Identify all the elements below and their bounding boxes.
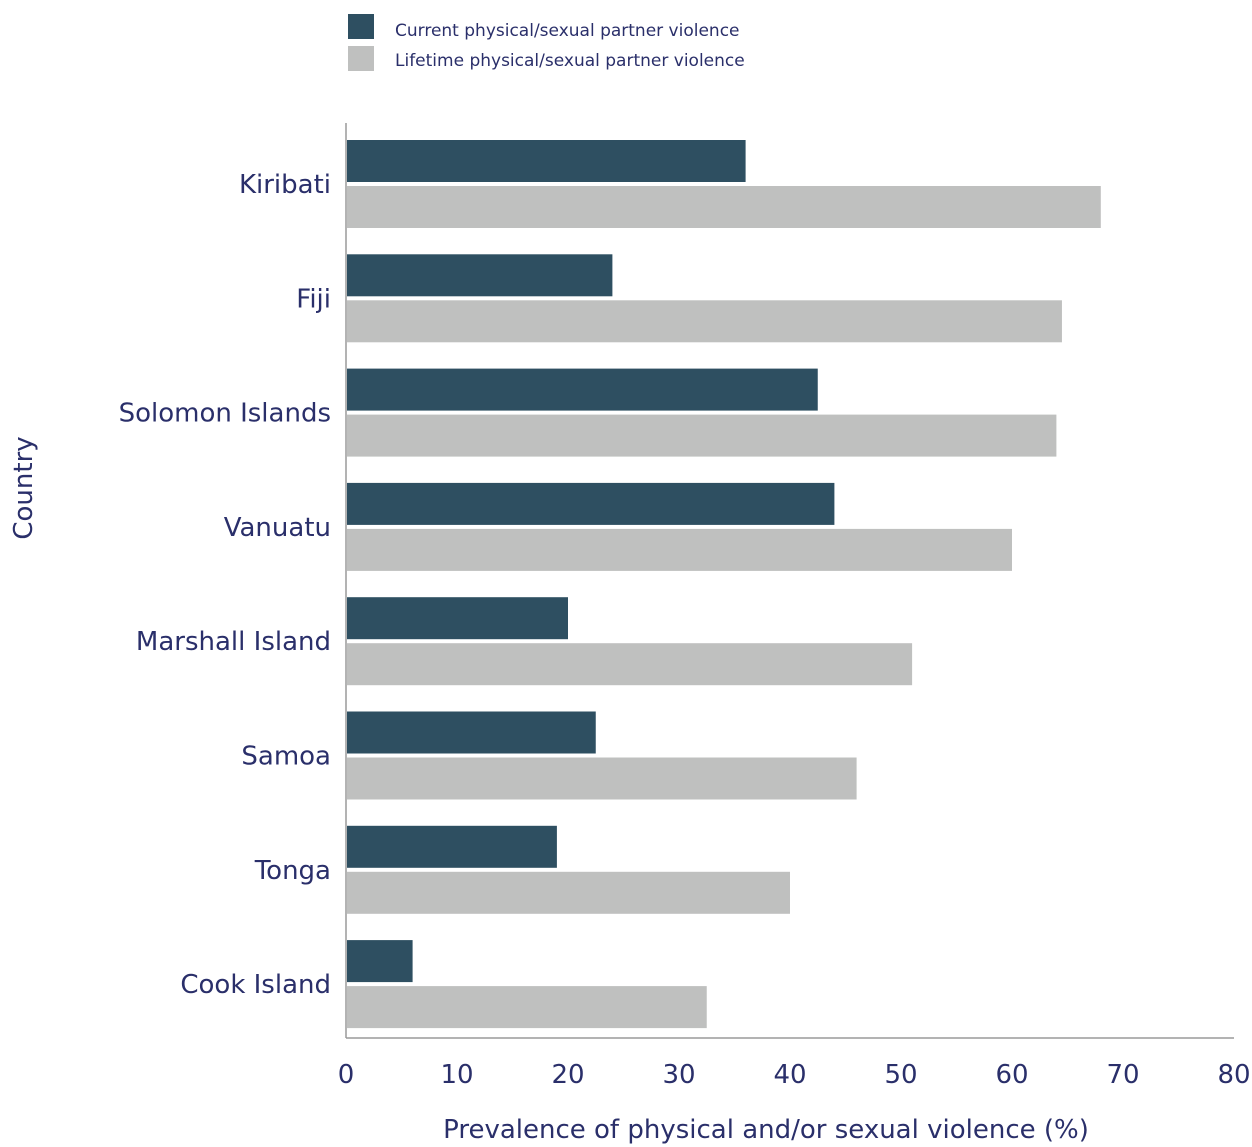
x-axis-title: Prevalence of physical and/or sexual vio… — [443, 1115, 1089, 1145]
bar-current-tonga — [347, 825, 557, 868]
x-tick-label-80: 80 — [1217, 1060, 1250, 1090]
category-label-fiji: Fiji — [296, 284, 331, 314]
category-label-cook-island: Cook Island — [180, 970, 331, 1000]
legend-swatch-current — [348, 14, 374, 39]
y-axis-title: Country — [9, 436, 39, 539]
category-labels: Kiribati Fiji Solomon Islands Vanuatu Marsha… — [119, 170, 331, 1000]
bar-lifetime-vanuatu — [347, 528, 1012, 571]
legend-label-lifetime: Lifetime physical/sexual partner violenc… — [395, 51, 745, 71]
bar-lifetime-samoa — [347, 757, 857, 800]
x-tick-label-0: 0 — [338, 1060, 355, 1090]
legend-swatch-lifetime — [348, 46, 374, 71]
x-tick-label-30: 30 — [662, 1060, 695, 1090]
bar-lifetime-marshall-island — [347, 643, 913, 686]
category-label-kiribati: Kiribati — [239, 170, 331, 200]
bar-current-kiribati — [347, 140, 746, 182]
bar-current-vanuatu — [347, 482, 835, 525]
bar-lifetime-solomon-islands — [347, 414, 1057, 457]
bar-lifetime-tonga — [347, 871, 790, 914]
x-tick-labels: 0 10 20 30 40 50 60 70 80 — [338, 1060, 1251, 1090]
bar-lifetime-cook-island — [347, 986, 707, 1029]
category-label-solomon-islands: Solomon Islands — [119, 399, 331, 429]
legend-label-current: Current physical/sexual partner violence — [395, 21, 740, 41]
bars-group — [347, 140, 1101, 1029]
x-tick-label-50: 50 — [884, 1060, 917, 1090]
x-tick-label-60: 60 — [995, 1060, 1028, 1090]
bar-lifetime-fiji — [347, 300, 1062, 343]
category-label-vanuatu: Vanuatu — [224, 513, 331, 543]
category-label-samoa: Samoa — [241, 742, 331, 772]
bar-current-solomon-islands — [347, 368, 818, 411]
bar-current-fiji — [347, 254, 613, 297]
bar-current-cook-island — [347, 940, 413, 983]
bar-current-marshall-island — [347, 597, 568, 640]
x-tick-label-40: 40 — [773, 1060, 806, 1090]
bar-current-samoa — [347, 711, 596, 754]
bar-lifetime-kiribati — [347, 186, 1101, 228]
x-tick-label-20: 20 — [551, 1060, 584, 1090]
category-label-marshall-island: Marshall Island — [136, 627, 331, 657]
category-label-tonga: Tonga — [254, 856, 331, 886]
x-tick-label-70: 70 — [1106, 1060, 1139, 1090]
x-tick-label-10: 10 — [440, 1060, 473, 1090]
legend: Current physical/sexual partner violence… — [348, 14, 745, 71]
